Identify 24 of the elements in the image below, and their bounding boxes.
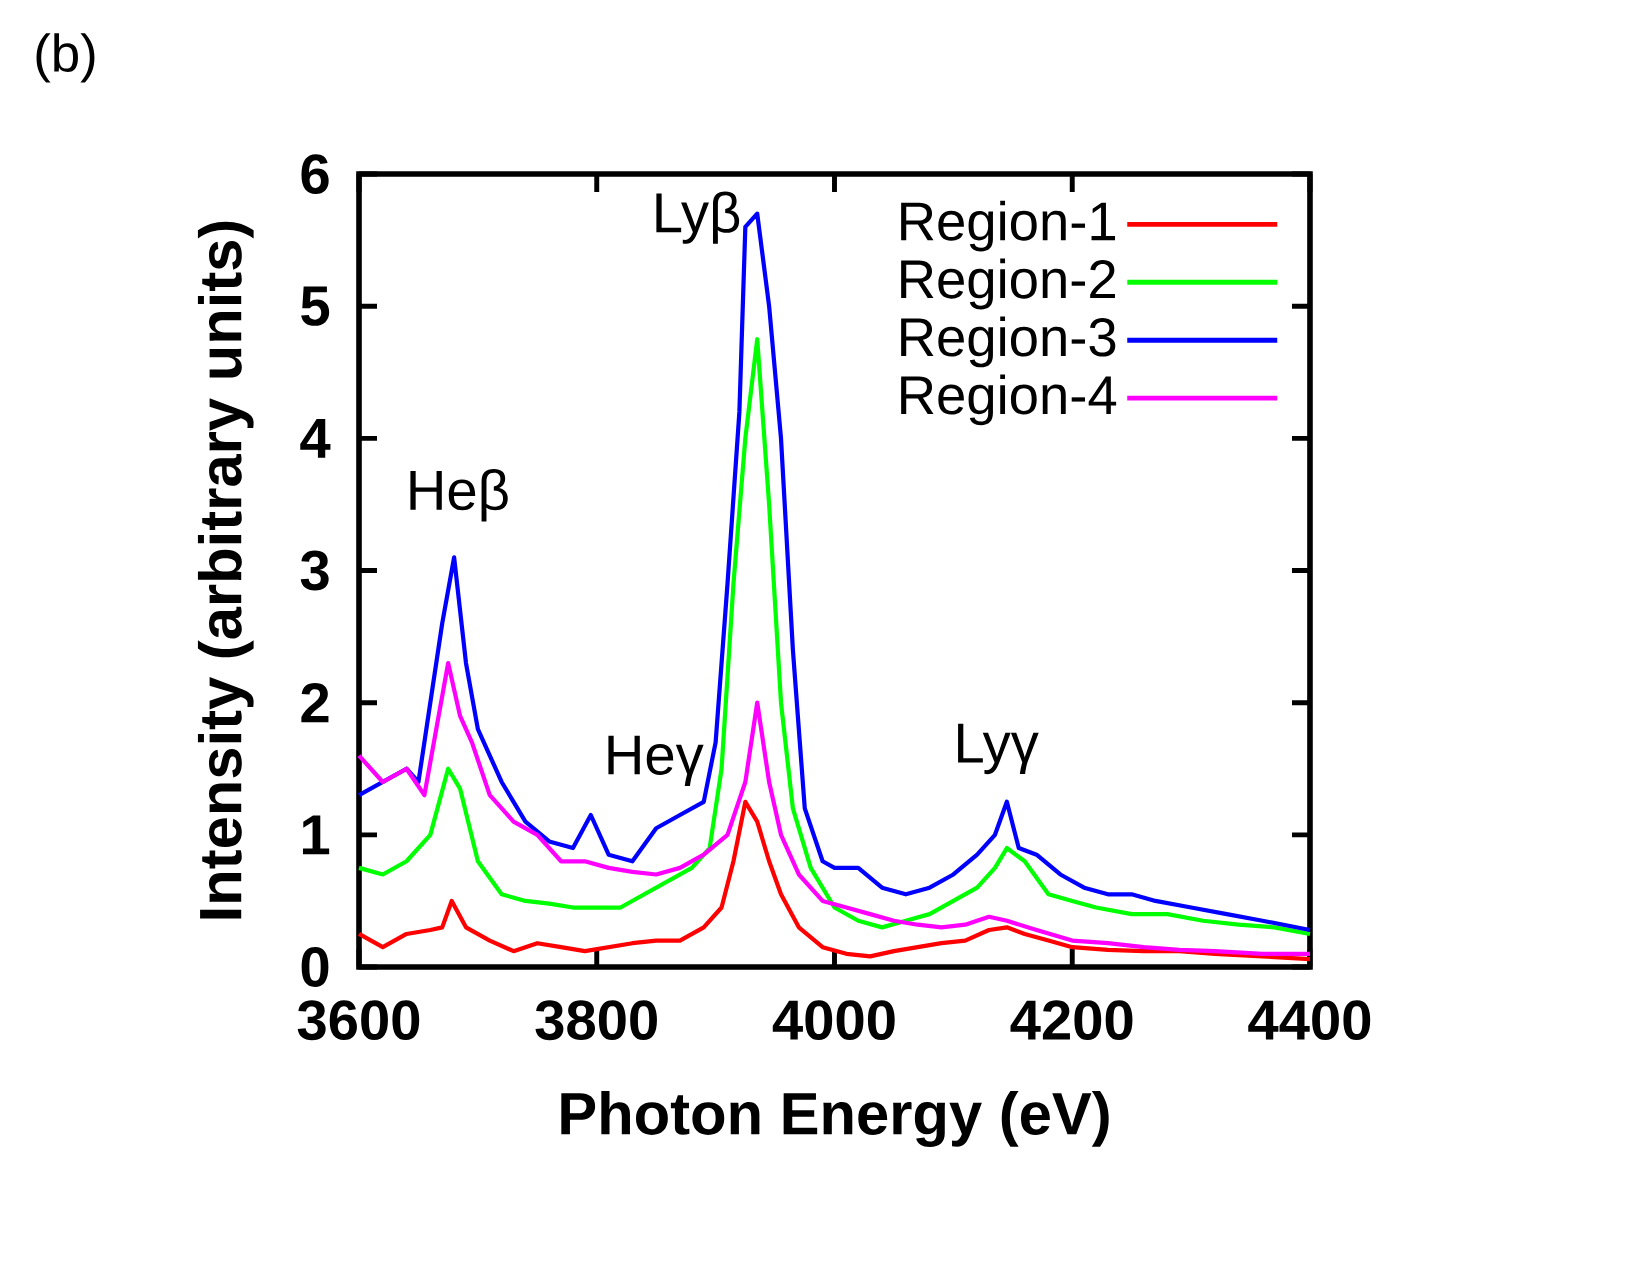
x-tick-label: 3600 [297,1000,420,1041]
y-tick-label: 1 [302,815,330,855]
y-tick-label: 0 [301,947,329,987]
x-tick-label: 4000 [772,1000,895,1041]
legend-label: Region-2 [901,258,1115,310]
text: (b) [36,33,95,83]
annotation: Lyγ [958,723,1039,775]
line-series [356,660,1313,956]
x-tick-label: 4200 [1010,1000,1133,1041]
legend-label: Region-3 [901,316,1116,368]
x-tick-label: 3800 [535,1000,657,1041]
annotation: Heγ [608,735,704,786]
annotation: Heβ [410,468,508,522]
legend-label: Region-1 [901,200,1116,252]
y-tick-label: 5 [301,286,330,326]
legend-label: Region-4 [901,374,1117,426]
y-tick-label: 3 [300,550,329,591]
y-tick-label: 2 [301,683,329,723]
y-axis-title: Intensity (arbitrary units) [197,221,254,919]
y-tick-label: 4 [300,419,331,458]
annotation: Lyβ [656,191,740,244]
x-axis-title: Photon Energy (eV) [561,1091,1109,1147]
x-tick-label: 4400 [1248,1000,1371,1041]
y-tick-label: 6 [301,154,329,194]
